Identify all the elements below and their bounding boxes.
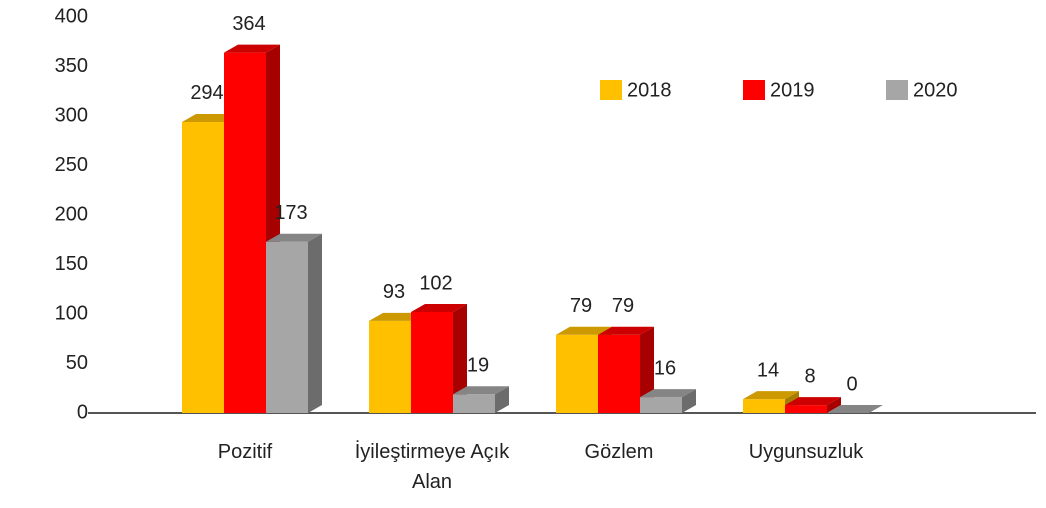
bar-front: [182, 121, 224, 413]
y-tick-label: 400: [55, 5, 88, 27]
bar-side: [308, 233, 322, 413]
legend-label: 2020: [913, 79, 958, 101]
y-tick-label: 0: [77, 401, 88, 423]
bar-front: [369, 320, 411, 413]
y-tick-label: 300: [55, 104, 88, 126]
y-tick-label: 100: [55, 302, 88, 324]
bar-top: [743, 391, 799, 400]
value-label: 173: [274, 202, 307, 224]
value-label: 19: [467, 354, 489, 376]
bar-front: [411, 312, 453, 413]
y-tick-label: 200: [55, 203, 88, 225]
bar-side: [495, 386, 509, 413]
bar-top: [785, 397, 841, 406]
x-tick-label: Uygunsuzluk: [748, 441, 864, 463]
value-label: 8: [804, 365, 815, 387]
value-label: 14: [757, 359, 779, 381]
bar-front: [224, 52, 266, 413]
bar-top: [598, 326, 654, 335]
bar-top: [640, 389, 696, 398]
value-label: 102: [419, 272, 452, 294]
legend-swatch: [600, 80, 622, 100]
legend-swatch: [743, 80, 765, 100]
bar-side: [682, 389, 696, 413]
bar-front: [598, 334, 640, 413]
bar-top: [266, 233, 322, 242]
value-label: 0: [846, 373, 857, 395]
value-label: 79: [612, 295, 634, 317]
bar-front: [453, 394, 495, 413]
bar-front: [743, 399, 785, 413]
legend-label: 2018: [627, 79, 672, 101]
bar-front: [785, 405, 827, 413]
y-tick-label: 150: [55, 253, 88, 275]
bar-top: [453, 386, 509, 395]
value-label: 364: [232, 13, 265, 35]
bar-top: [224, 44, 280, 53]
value-label: 294: [190, 82, 223, 104]
bar-top: [827, 405, 883, 413]
value-label: 79: [570, 295, 592, 317]
y-tick-label: 50: [66, 352, 88, 374]
y-tick-label: 250: [55, 154, 88, 176]
bar-top: [411, 304, 467, 313]
bar-front: [556, 334, 598, 413]
bar-front: [266, 241, 308, 413]
bar-side: [827, 397, 841, 413]
value-label: 16: [654, 357, 676, 379]
bar-front: [640, 397, 682, 413]
x-tick-label: İyileştirmeye Açık Alan: [354, 441, 510, 493]
x-tick-label: Pozitif: [217, 441, 273, 463]
legend-swatch: [886, 80, 908, 100]
bar-top: [556, 326, 612, 335]
legend-label: 2019: [770, 79, 815, 101]
y-tick-label: 350: [55, 55, 88, 77]
bar-side: [453, 304, 467, 413]
x-tick-label: Gözlem: [584, 441, 654, 463]
value-label: 93: [383, 281, 405, 303]
